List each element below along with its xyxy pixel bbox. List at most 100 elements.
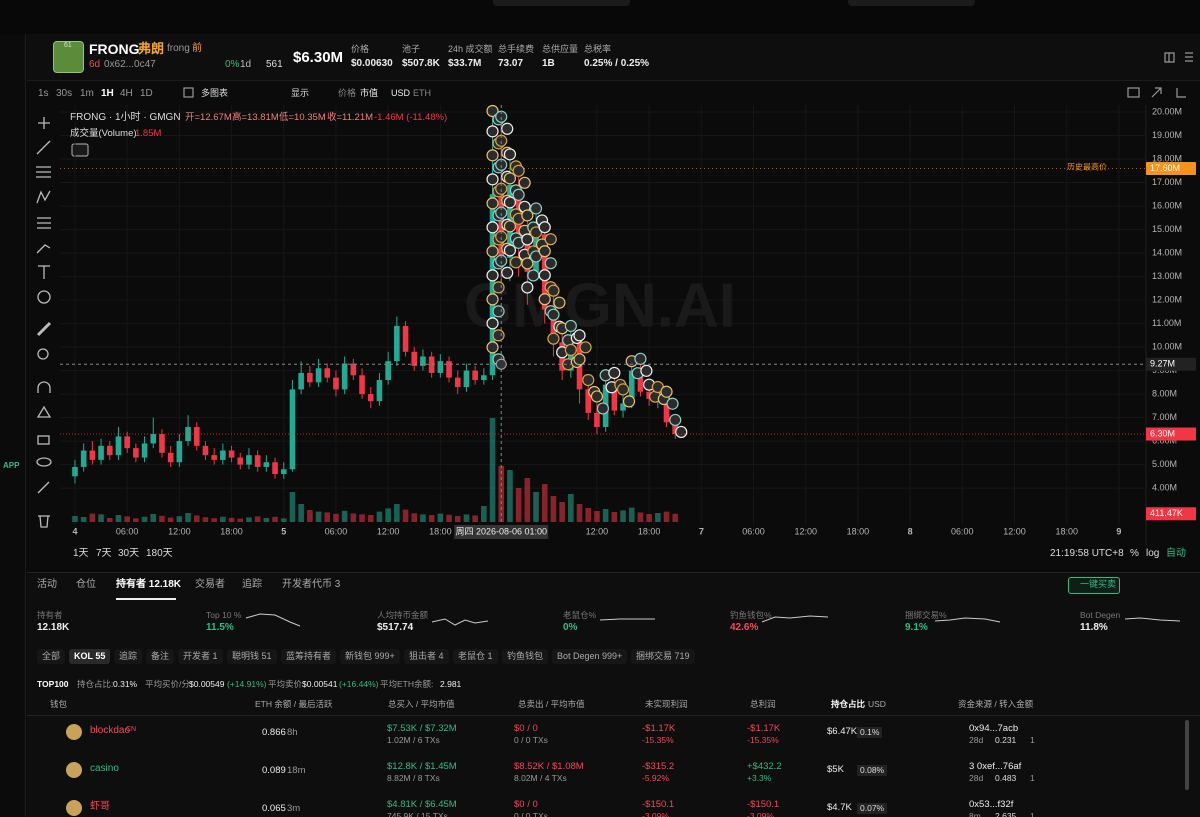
filter-chip[interactable]: 新钱包 999+ (340, 649, 400, 664)
trade-avatar (501, 266, 514, 279)
hold-pct: 0.08% (857, 765, 888, 776)
wallet-name[interactable]: blockdao (90, 725, 131, 736)
volume-bar (637, 512, 644, 522)
fund-source: 3 0xef...76af (969, 761, 1022, 772)
display-menu[interactable]: 显示 (291, 88, 310, 98)
tab[interactable]: 交易者 (195, 579, 225, 590)
filter-chip[interactable]: 钓鱼钱包 (502, 649, 549, 664)
volume-bar (124, 516, 130, 522)
volume-bar (80, 517, 87, 522)
trade-avatar (622, 395, 636, 408)
x-tick-label: 12:00 (586, 526, 609, 536)
sparkline (245, 613, 301, 627)
last-active: 8h (287, 727, 298, 738)
filter-chip[interactable]: 全部 (37, 649, 66, 664)
total-buy: $12.8K / $1.45M (387, 761, 457, 772)
filter-chip[interactable]: 狙击者 4 (404, 649, 449, 664)
wallet-name[interactable]: casino (90, 763, 119, 774)
crosshair-x-tag (454, 525, 549, 539)
expand-icon (1151, 87, 1162, 98)
tab[interactable]: 活动 (37, 579, 57, 590)
trade-avatar (486, 149, 499, 162)
interval-button[interactable]: 30s (56, 88, 73, 99)
candle-body (385, 361, 391, 380)
range-button[interactable]: 7天 (96, 548, 112, 559)
filter-chip[interactable]: KOL 55 (69, 649, 111, 664)
interval-button[interactable]: 1D (140, 88, 153, 99)
volume-bar (333, 513, 339, 522)
y-tick-label: 7.00M (1152, 412, 1177, 422)
trade-avatar (538, 221, 551, 234)
scale-option[interactable]: 自动 (1166, 548, 1186, 559)
candle-body (176, 441, 183, 463)
filter-chip[interactable]: 追踪 (114, 649, 143, 664)
sparkline (599, 618, 655, 621)
range-button[interactable]: 1天 (73, 548, 89, 559)
interval-button[interactable]: 1H (101, 88, 114, 99)
candle-body (611, 384, 618, 411)
multi-chart[interactable]: 多图表 (201, 88, 229, 98)
trade-avatar (503, 172, 517, 185)
volume-bar (602, 509, 609, 522)
tab[interactable]: 追踪 (242, 579, 262, 590)
scale-option[interactable]: % (1130, 548, 1139, 559)
unrealized-profit: -$1.17K (642, 723, 676, 734)
filter-chip[interactable]: 备注 (146, 649, 175, 664)
scale-option[interactable]: log (1146, 548, 1160, 559)
candle-body (254, 455, 261, 467)
text-tool (38, 265, 50, 279)
interval-button[interactable]: 1s (38, 88, 49, 99)
volume-bar (437, 513, 444, 522)
trade-avatar (544, 257, 557, 270)
filter-chip[interactable]: 聪明钱 51 (227, 649, 277, 664)
range-button[interactable]: 30天 (118, 548, 140, 559)
volume-bar (307, 510, 313, 522)
candle-body (637, 370, 644, 392)
candle-body (80, 450, 87, 467)
range-button[interactable]: 180天 (146, 548, 173, 559)
y-tick-label: 13.00M (1152, 271, 1182, 281)
volume-bar (559, 502, 565, 522)
trade-avatar (492, 329, 505, 342)
candle-body (411, 351, 418, 366)
volume-bar (341, 510, 348, 522)
summary-avg-sell-label: 平均卖价: (268, 679, 305, 689)
crosshair-y-tag (1146, 357, 1196, 371)
collapse-button (71, 143, 89, 157)
tab[interactable]: 开发者代币 3 (282, 579, 341, 590)
last-price-tag (1146, 427, 1196, 441)
volume-bar (515, 488, 522, 522)
interval-button[interactable]: 4H (120, 88, 133, 99)
ath-text: 历史最高价 (1067, 162, 1107, 172)
volume-bar (524, 478, 531, 522)
x-tick-label: 7 (699, 526, 704, 536)
candle-body (246, 455, 252, 465)
wallet-name[interactable]: 虾哥 (90, 801, 110, 812)
hold-pct: 0.07% (857, 803, 888, 814)
holders-panel (27, 572, 1200, 817)
sparkline (1124, 617, 1181, 622)
tab[interactable]: 仓位 (76, 579, 96, 590)
candle-body (193, 426, 200, 446)
summary-hold-label: 持仓占比: (77, 679, 114, 689)
volume-bar (254, 516, 261, 522)
filter-chip[interactable]: Bot Degen 999+ (552, 649, 628, 664)
candle-body (202, 445, 209, 456)
x-tick-label: 06:00 (325, 526, 348, 536)
summary-avg-sell-change: (+16.44%) (339, 679, 379, 689)
filter-chip[interactable]: 蓝筹持有者 (281, 649, 337, 664)
tab[interactable]: 持有者 12.18K (116, 579, 182, 590)
filter-chip[interactable]: 老鼠仓 1 (453, 649, 498, 664)
interval-button[interactable]: 1m (80, 88, 94, 99)
column-header: ETH 余额 / 最后活跃 (255, 699, 333, 709)
stat-label: 池子 (402, 44, 421, 54)
candle-body (428, 356, 435, 373)
one-click-trade[interactable]: 一键买卖 (1080, 579, 1117, 589)
filter-chip[interactable]: 开发者 1 (178, 649, 223, 664)
brush-tool (36, 244, 51, 254)
trade-avatar (547, 284, 560, 297)
filter-chip[interactable]: 捆绑交易 719 (631, 649, 695, 664)
candle-body (367, 394, 374, 402)
clock: 21:19:58 UTC+8 (1050, 548, 1124, 559)
